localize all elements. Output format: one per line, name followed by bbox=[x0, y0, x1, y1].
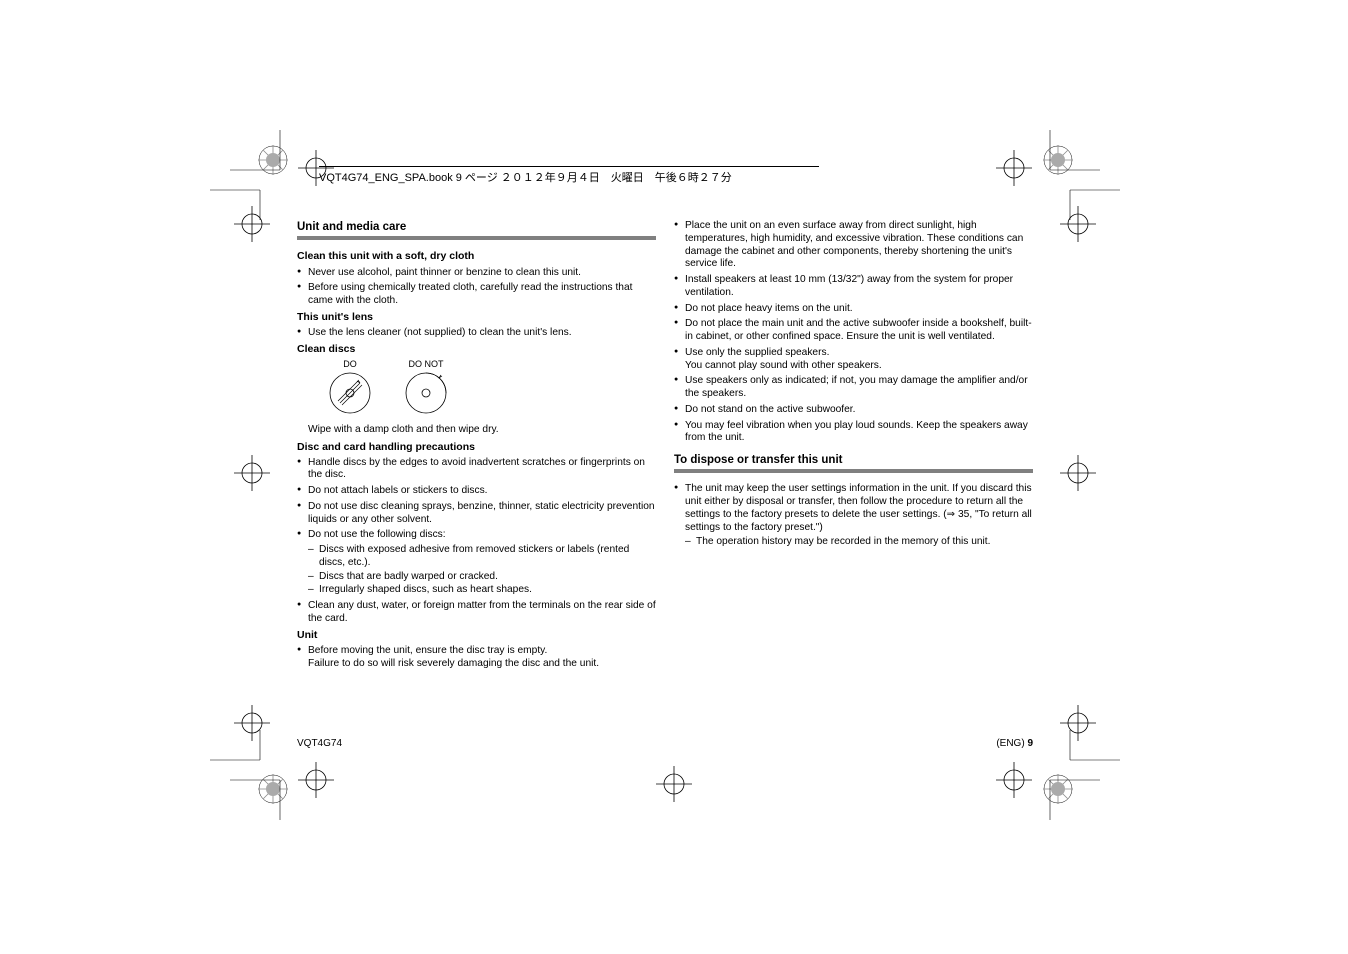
list-item: Do not stand on the active subwoofer. bbox=[674, 404, 1033, 417]
footer-lang: (ENG) 9 bbox=[996, 738, 1033, 749]
list-item: Do not use the following discs: Discs wi… bbox=[297, 529, 656, 597]
registration-mark-top-right bbox=[996, 150, 1032, 186]
subhead-lens: This unit's lens bbox=[297, 311, 656, 324]
list-item: Use only the supplied speakers. You cann… bbox=[674, 347, 1033, 373]
crop-mark-br bbox=[1030, 730, 1120, 820]
registration-mark-left-mid bbox=[234, 455, 270, 491]
imposition-header: VQT4G74_ENG_SPA.book 9 ページ ２０１２年９月４日 火曜日… bbox=[319, 166, 819, 185]
registration-mark-right-lower bbox=[1060, 705, 1096, 741]
page-footer: VQT4G74 (ENG) 9 bbox=[297, 738, 1033, 749]
list-item: Before using chemically treated cloth, c… bbox=[297, 282, 656, 308]
disc-donot-icon bbox=[403, 370, 449, 416]
subhead-precautions: Disc and card handling precautions bbox=[297, 441, 656, 454]
registration-mark-bot-mid bbox=[656, 766, 692, 802]
list-item: Place the unit on an even surface away f… bbox=[674, 220, 1033, 271]
list-item: Use the lens cleaner (not supplied) to c… bbox=[297, 327, 656, 340]
page-number: 9 bbox=[1027, 738, 1033, 749]
list-item: Do not use disc cleaning sprays, benzine… bbox=[297, 501, 656, 527]
registration-mark-right-mid bbox=[1060, 455, 1096, 491]
registration-mark-bot-left bbox=[298, 762, 334, 798]
section-title-dispose: To dispose or transfer this unit bbox=[674, 453, 1033, 467]
wipe-text: Wipe with a damp cloth and then wipe dry… bbox=[308, 424, 656, 437]
registration-mark-left-upper bbox=[234, 206, 270, 242]
disc-do-icon bbox=[327, 370, 373, 416]
list-item-cont: Failure to do so will risk severely dama… bbox=[308, 658, 599, 669]
subhead-unit: Unit bbox=[297, 629, 656, 642]
list-item-lead: Before moving the unit, ensure the disc … bbox=[308, 645, 547, 656]
list-item: The unit may keep the user settings info… bbox=[674, 483, 1033, 549]
list-item: Never use alcohol, paint thinner or benz… bbox=[297, 267, 656, 280]
list-item: Discs that are badly warped or cracked. bbox=[308, 571, 656, 584]
list-item-lead: Do not use the following discs: bbox=[308, 529, 446, 540]
list-item: Handle discs by the edges to avoid inadv… bbox=[297, 457, 656, 483]
left-column: Unit and media care Clean this unit with… bbox=[297, 220, 656, 730]
list-item-cont: You cannot play sound with other speaker… bbox=[685, 360, 882, 371]
registration-mark-left-lower bbox=[234, 705, 270, 741]
page-content: Unit and media care Clean this unit with… bbox=[297, 220, 1033, 730]
section-rule bbox=[297, 236, 656, 240]
list-item: Do not place heavy items on the unit. bbox=[674, 303, 1033, 316]
list-item: Clean any dust, water, or foreign matter… bbox=[297, 600, 656, 626]
disc-donot-group: DO NOT bbox=[403, 359, 449, 421]
registration-mark-bot-right bbox=[996, 762, 1032, 798]
list-item-lead: The unit may keep the user settings info… bbox=[685, 483, 1032, 532]
registration-mark-right-upper bbox=[1060, 206, 1096, 242]
subhead-clean-cloth: Clean this unit with a soft, dry cloth bbox=[297, 250, 656, 263]
list-item: Use speakers only as indicated; if not, … bbox=[674, 375, 1033, 401]
section-title-care: Unit and media care bbox=[297, 220, 656, 234]
donot-label: DO NOT bbox=[403, 359, 449, 370]
section-rule bbox=[674, 469, 1033, 473]
list-item: Do not place the main unit and the activ… bbox=[674, 318, 1033, 344]
do-label: DO bbox=[327, 359, 373, 370]
list-item: Discs with exposed adhesive from removed… bbox=[308, 544, 656, 570]
disc-do-group: DO bbox=[327, 359, 373, 421]
list-item-lead: Use only the supplied speakers. bbox=[685, 347, 829, 358]
footer-doc-id: VQT4G74 bbox=[297, 738, 342, 749]
list-item: The operation history may be recorded in… bbox=[685, 536, 1033, 549]
subhead-clean-discs: Clean discs bbox=[297, 343, 656, 356]
list-item: Before moving the unit, ensure the disc … bbox=[297, 645, 656, 671]
list-item: Irregularly shaped discs, such as heart … bbox=[308, 584, 656, 597]
list-item: Install speakers at least 10 mm (13/32")… bbox=[674, 274, 1033, 300]
list-item: Do not attach labels or stickers to disc… bbox=[297, 485, 656, 498]
list-item: You may feel vibration when you play lou… bbox=[674, 420, 1033, 446]
crop-mark-bl bbox=[210, 730, 300, 820]
right-column: Place the unit on an even surface away f… bbox=[674, 220, 1033, 730]
